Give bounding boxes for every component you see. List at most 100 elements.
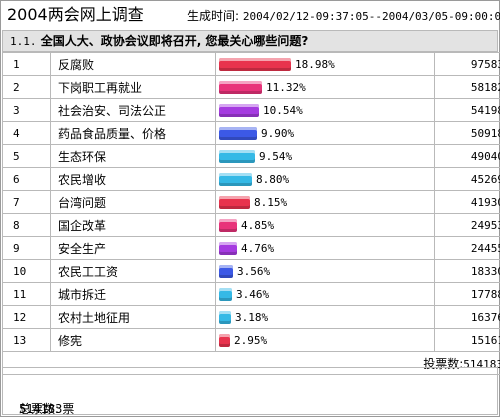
percent-label: 11.32% bbox=[266, 80, 306, 94]
rank-cell: 13 bbox=[2, 328, 51, 352]
rank-cell: 12 bbox=[2, 305, 51, 329]
item-cell: 下岗职工再就业 bbox=[50, 75, 216, 99]
percent-label: 4.76% bbox=[241, 241, 275, 255]
generated-range: 2004/02/12-09:37:05--2004/03/05-09:00:00 bbox=[242, 10, 500, 23]
rank-cell: 5 bbox=[2, 144, 51, 168]
percent-bar-wrap: 9.90% bbox=[217, 123, 434, 144]
question-header: 1.1. 全国人大、政协会议即将召开, 您最关心哪些问题? bbox=[2, 30, 498, 52]
results-body: 1反腐败18.98%97583票2下岗职工再就业11.32%58182票3社会治… bbox=[2, 52, 500, 352]
percent-label: 9.54% bbox=[259, 149, 293, 163]
item-cell: 社会治安、司法公正 bbox=[50, 98, 216, 122]
item-cell: 反腐败 bbox=[50, 52, 216, 76]
percent-label: 4.85% bbox=[241, 218, 275, 232]
percent-cell: 10.54% bbox=[215, 98, 435, 122]
rank-cell: 6 bbox=[2, 167, 51, 191]
percent-bar-wrap: 3.46% bbox=[217, 284, 434, 305]
rank-cell: 7 bbox=[2, 190, 51, 214]
votes-cell: 17788票 bbox=[434, 282, 500, 306]
percent-bar-wrap: 8.15% bbox=[217, 192, 434, 213]
item-cell: 农民增收 bbox=[50, 167, 216, 191]
percent-cell: 18.98% bbox=[215, 52, 435, 76]
rank-cell: 1 bbox=[2, 52, 51, 76]
percent-bar-wrap: 18.98% bbox=[217, 54, 434, 75]
rank-cell: 11 bbox=[2, 282, 51, 306]
percent-cell: 2.95% bbox=[215, 328, 435, 352]
votes-cell: 45269票 bbox=[434, 167, 500, 191]
percent-bar bbox=[219, 172, 252, 186]
votes-cell: 16376票 bbox=[434, 305, 500, 329]
percent-bar-wrap: 9.54% bbox=[217, 146, 434, 167]
percent-bar bbox=[219, 241, 237, 255]
percent-bar-wrap: 4.85% bbox=[217, 215, 434, 236]
grand-total-bar: 总票数: 514183票 bbox=[2, 367, 498, 416]
percent-bar-wrap: 8.80% bbox=[217, 169, 434, 190]
rank-cell: 8 bbox=[2, 213, 51, 237]
percent-bar-wrap: 11.32% bbox=[217, 77, 434, 98]
percent-label: 3.18% bbox=[235, 310, 269, 324]
item-cell: 城市拆迁 bbox=[50, 282, 216, 306]
percent-bar bbox=[219, 218, 237, 232]
percent-bar bbox=[219, 103, 259, 117]
rank-cell: 4 bbox=[2, 121, 51, 145]
percent-bar-wrap: 3.56% bbox=[217, 261, 434, 282]
percent-bar-wrap: 2.95% bbox=[217, 330, 434, 351]
item-cell: 药品食品质量、价格 bbox=[50, 121, 216, 145]
percent-cell: 3.18% bbox=[215, 305, 435, 329]
item-cell: 修宪 bbox=[50, 328, 216, 352]
percent-bar bbox=[219, 264, 233, 278]
percent-label: 8.80% bbox=[256, 172, 290, 186]
percent-cell: 11.32% bbox=[215, 75, 435, 99]
percent-cell: 9.54% bbox=[215, 144, 435, 168]
percent-bar-wrap: 4.76% bbox=[217, 238, 434, 259]
votes-cell: 41930票 bbox=[434, 190, 500, 214]
votes-cell: 49040票 bbox=[434, 144, 500, 168]
rank-cell: 2 bbox=[2, 75, 51, 99]
rank-cell: 10 bbox=[2, 259, 51, 283]
percent-bar bbox=[219, 195, 250, 209]
question-number: 1.1. bbox=[10, 35, 37, 48]
rank-cell: 3 bbox=[2, 98, 51, 122]
item-cell: 国企改革 bbox=[50, 213, 216, 237]
generated-label: 生成时间: bbox=[187, 9, 240, 23]
survey-header: 2004两会网上调查 生成时间: 2004/02/12-09:37:05--20… bbox=[1, 1, 500, 29]
item-cell: 台湾问题 bbox=[50, 190, 216, 214]
percent-label: 9.90% bbox=[261, 126, 295, 140]
percent-bar bbox=[219, 126, 257, 140]
percent-cell: 4.76% bbox=[215, 236, 435, 260]
percent-bar bbox=[219, 80, 262, 94]
percent-bar bbox=[219, 310, 231, 324]
grand-total-value: 514183票 bbox=[19, 402, 75, 416]
votes-cell: 24455票 bbox=[434, 236, 500, 260]
percent-label: 2.95% bbox=[234, 333, 268, 347]
page-title: 2004两会网上调查 bbox=[7, 5, 144, 24]
percent-bar bbox=[219, 333, 230, 347]
percent-cell: 4.85% bbox=[215, 213, 435, 237]
question-text: 全国人大、政协会议即将召开, 您最关心哪些问题? bbox=[40, 34, 309, 48]
votes-cell: 54198票 bbox=[434, 98, 500, 122]
generated-time: 生成时间: 2004/02/12-09:37:05--2004/03/05-09… bbox=[187, 9, 500, 24]
item-cell: 生态环保 bbox=[50, 144, 216, 168]
rank-cell: 9 bbox=[2, 236, 51, 260]
percent-cell: 8.15% bbox=[215, 190, 435, 214]
question-title: 1.1. 全国人大、政协会议即将召开, 您最关心哪些问题? bbox=[10, 34, 308, 49]
votes-cell: 24953票 bbox=[434, 213, 500, 237]
votes-cell: 58182票 bbox=[434, 75, 500, 99]
percent-label: 3.46% bbox=[236, 287, 270, 301]
percent-cell: 8.80% bbox=[215, 167, 435, 191]
percent-cell: 9.90% bbox=[215, 121, 435, 145]
percent-bar bbox=[219, 287, 232, 301]
item-cell: 农民工工资 bbox=[50, 259, 216, 283]
